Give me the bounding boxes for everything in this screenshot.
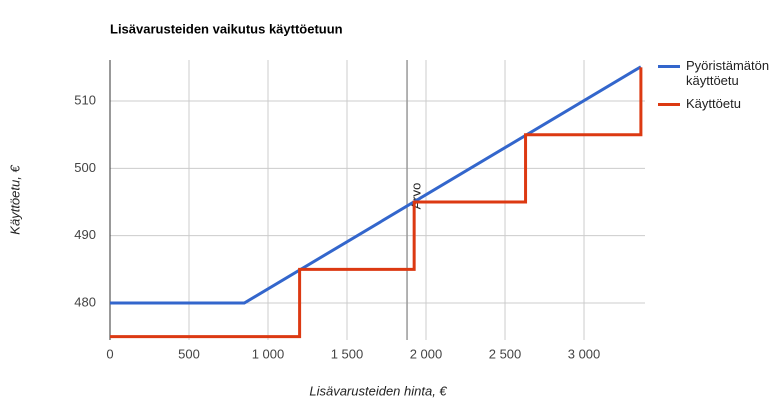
legend-item: Käyttöetu xyxy=(658,96,783,111)
x-axis-title: Lisävarusteiden hinta, € xyxy=(309,383,447,398)
x-tick-label: 3 000 xyxy=(568,346,601,361)
x-tick-label: 0 xyxy=(106,346,113,361)
data-line xyxy=(110,65,642,305)
y-tick-label: 490 xyxy=(74,227,96,242)
legend-swatch xyxy=(658,103,680,106)
x-tick-label: 2 000 xyxy=(410,346,443,361)
y-tick-label: 480 xyxy=(74,294,96,309)
y-tick-label: 500 xyxy=(74,160,96,175)
y-axis-title: Käyttöetu, € xyxy=(7,165,22,235)
data-line xyxy=(110,67,643,339)
x-tick-label: 1 500 xyxy=(331,346,364,361)
x-tick-label: 2 500 xyxy=(489,346,522,361)
legend-item: Pyöristämätön käyttöetu xyxy=(658,58,783,88)
legend-swatch xyxy=(658,65,680,68)
legend-label: Käyttöetu xyxy=(686,96,741,111)
legend: Pyöristämätön käyttöetu Käyttöetu xyxy=(658,58,783,119)
x-tick-label: 1 000 xyxy=(252,346,285,361)
x-tick-label: 500 xyxy=(178,346,200,361)
legend-label: Pyöristämätön käyttöetu xyxy=(686,58,770,88)
chart-title: Lisävarusteiden vaikutus käyttöetuun xyxy=(110,21,343,36)
y-tick-label: 510 xyxy=(74,92,96,107)
